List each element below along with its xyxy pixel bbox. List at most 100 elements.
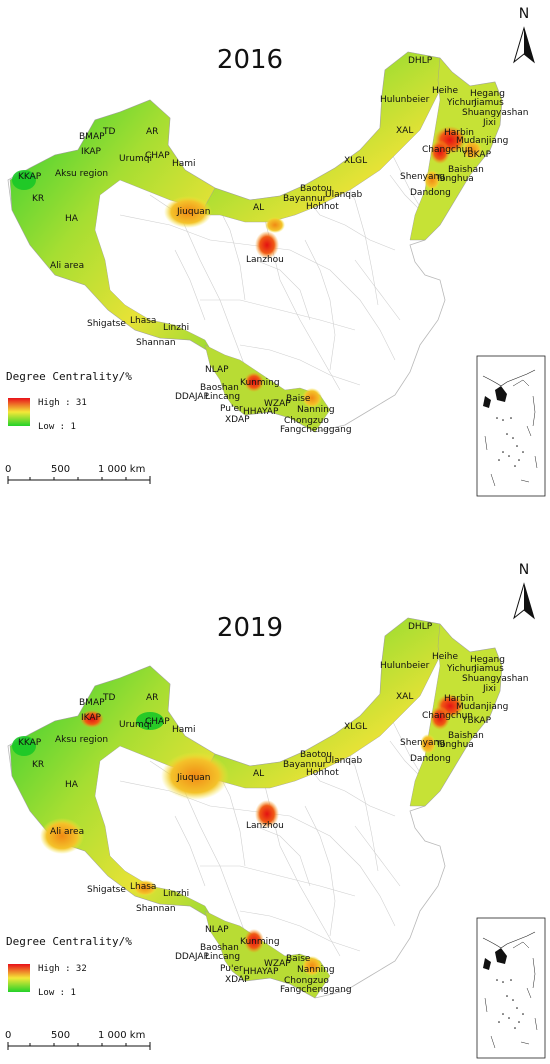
label-wzap: WZAP	[264, 959, 291, 969]
north-arrow-icon: N	[513, 562, 535, 619]
hotspot-al	[265, 217, 285, 233]
hotspot-shenyang	[420, 734, 436, 754]
label-kunming: Kunming	[240, 378, 280, 388]
hotspot-changchun	[430, 140, 450, 164]
label-jixi: Jixi	[482, 684, 496, 694]
label-ybkap: YBKAP	[461, 716, 492, 726]
label-puer: Pu'er	[220, 964, 243, 974]
label-lincang: Lincang	[205, 952, 240, 962]
scale-bar: 0 500 1 000 km	[5, 1030, 151, 1050]
label-yichun: Yichun	[446, 664, 477, 674]
hotspot-ali	[40, 818, 84, 854]
scale-tick-0: 0	[5, 464, 11, 475]
label-ulanqab: Ulanqab	[325, 190, 363, 200]
label-wzap: WZAP	[264, 399, 291, 409]
label-shuangyashan: Shuangyashan	[462, 674, 529, 684]
label-mudanjiang: Mudanjiang	[456, 136, 508, 146]
map-panel-2016: 2016 N DHLP Heihe Hegang Yichun	[5, 6, 546, 497]
label-ali: Ali area	[50, 827, 84, 837]
label-baoshan: Baoshan	[200, 383, 239, 393]
label-shigatse: Shigatse	[87, 885, 126, 895]
label-xal: XAL	[396, 692, 413, 702]
label-baoshan: Baoshan	[200, 943, 239, 953]
label-changchun: Changchun	[422, 711, 473, 721]
label-hhayap: HHAYAP	[243, 407, 279, 417]
label-lhasa: Lhasa	[130, 882, 156, 892]
legend-low-label: Low : 1	[38, 422, 76, 432]
label-xdap: XDAP	[225, 415, 250, 425]
label-dhlp: DHLP	[408, 56, 433, 66]
label-ha: HA	[65, 214, 79, 224]
label-jiuquan: Jiuquan	[176, 207, 211, 217]
label-lanzhou: Lanzhou	[246, 255, 284, 265]
hotspot-lanzhou	[255, 231, 279, 259]
label-xal: XAL	[396, 126, 413, 136]
label-urumqi: Urumqi	[119, 720, 152, 730]
label-aksu: Aksu region	[55, 169, 108, 179]
region-chap	[136, 712, 164, 730]
label-kunming: Kunming	[240, 937, 280, 947]
scale-tick-1000: 1 000 km	[98, 1030, 145, 1041]
label-ybkap: YBKAP	[461, 150, 492, 160]
place-labels: DHLP Heihe Hegang Yichun Jiamus Shuangya…	[18, 622, 529, 995]
region-kkap	[12, 736, 36, 756]
legend-color-ramp	[8, 398, 30, 426]
label-jiamus: Jiamus	[473, 98, 504, 108]
map-panel-2019: 2019 N DHLP Heihe Hegang Yich	[0, 532, 550, 1064]
label-ali: Ali area	[50, 261, 84, 271]
label-bmap: BMAP	[79, 698, 105, 708]
label-shannan: Shannan	[136, 904, 176, 914]
label-ikap: IKAP	[81, 713, 102, 723]
label-xlgl: XLGL	[344, 156, 367, 166]
label-nlap: NLAP	[205, 925, 229, 935]
china-map	[7, 51, 503, 433]
label-linzhi: Linzhi	[163, 323, 189, 333]
hotspot-lanzhou	[255, 800, 279, 828]
label-bayannur: Bayannur	[283, 760, 327, 770]
label-puer: Pu'er	[220, 404, 243, 414]
label-ha: HA	[65, 780, 79, 790]
label-dandong: Dandong	[410, 188, 451, 198]
hotspot-jiuquan	[164, 196, 212, 228]
label-xdap: XDAP	[225, 975, 250, 985]
label-dhlp: DHLP	[408, 622, 433, 632]
label-chongzuo: Chongzuo	[284, 416, 329, 426]
place-labels: DHLP Heihe Hegang Yichun Jiamus Shuangya…	[18, 56, 529, 435]
label-chap: CHAP	[145, 151, 170, 161]
north-arrow-icon: N	[513, 6, 535, 63]
label-mudanjiang: Mudanjiang	[456, 702, 508, 712]
legend: Degree Centrality/% High : 31 Low : 1	[6, 370, 132, 432]
label-ikap: IKAP	[81, 147, 102, 157]
label-ddajap: DDAJAP	[175, 952, 210, 962]
label-nanning: Nanning	[297, 965, 335, 975]
label-bmap: BMAP	[79, 132, 105, 142]
label-nanning: Nanning	[297, 405, 335, 415]
label-tonghua: Tonghua	[435, 174, 474, 184]
hotspot-kunming	[244, 372, 264, 392]
label-ulanqab: Ulanqab	[325, 756, 363, 766]
label-baotou: Baotou	[300, 184, 332, 194]
hotspot-nanning	[302, 956, 322, 976]
scale-tick-1000: 1 000 km	[98, 464, 145, 475]
scale-tick-500: 500	[51, 464, 70, 475]
label-baise: Baise	[286, 394, 311, 404]
label-nlap: NLAP	[205, 365, 229, 375]
label-harbin: Harbin	[444, 128, 474, 138]
legend: Degree Centrality/% High : 32 Low : 1	[6, 935, 132, 998]
label-xlgl: XLGL	[344, 722, 367, 732]
label-jiamus: Jiamus	[473, 664, 504, 674]
label-shenyang: Shenyang	[400, 172, 445, 182]
label-shenyang: Shenyang	[400, 738, 445, 748]
label-urumqi: Urumqi	[119, 154, 152, 164]
legend-high-label: High : 31	[38, 398, 87, 408]
label-baotou: Baotou	[300, 750, 332, 760]
label-al: AL	[253, 203, 264, 213]
label-hohhot: Hohhot	[306, 768, 339, 778]
china-map	[7, 617, 503, 999]
scale-tick-0: 0	[5, 1030, 11, 1041]
label-changchun: Changchun	[422, 145, 473, 155]
label-shannan: Shannan	[136, 338, 176, 348]
label-al: AL	[253, 769, 264, 779]
hotspot-ikap	[80, 710, 104, 728]
label-dandong: Dandong	[410, 754, 451, 764]
